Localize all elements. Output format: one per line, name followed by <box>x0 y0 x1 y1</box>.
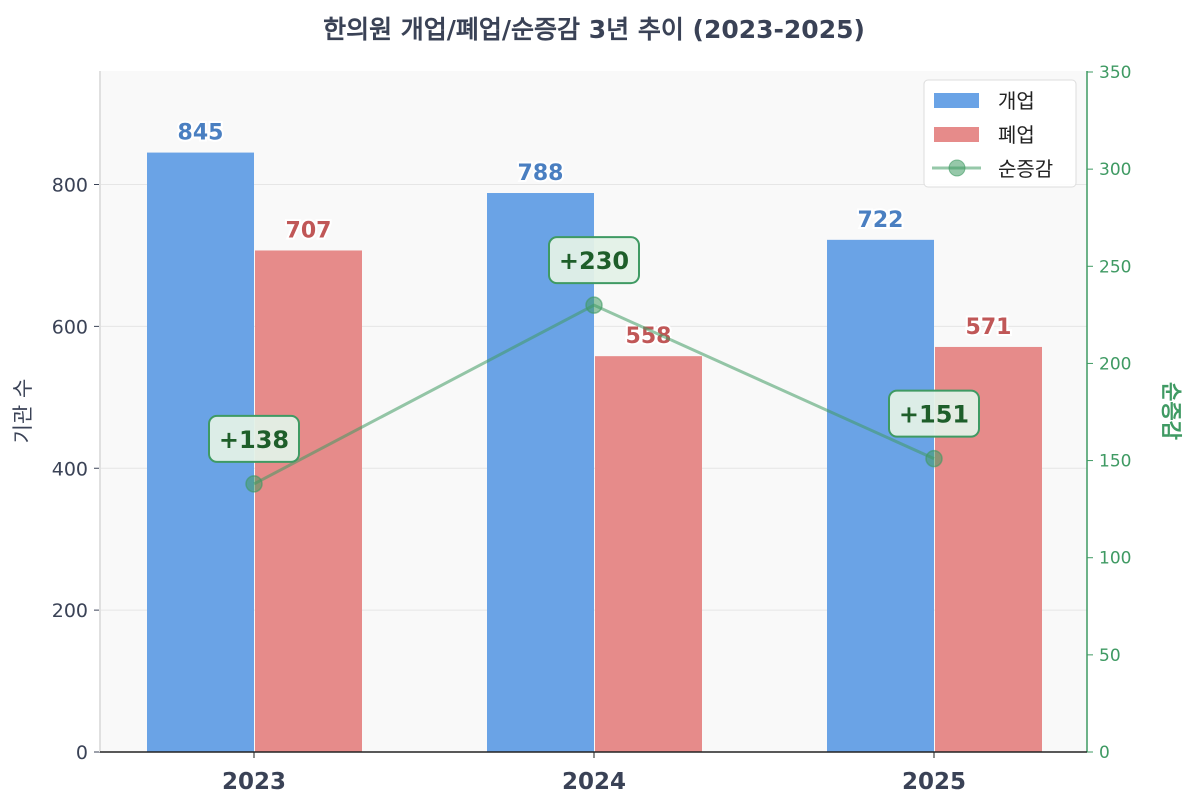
net-change-label-box <box>888 389 980 438</box>
legend: 개업 폐업 순증감 <box>923 79 1077 188</box>
x-tick-label: 2023 <box>222 769 286 795</box>
y-axis-right-label: 순증감 <box>1159 382 1183 440</box>
bar-open <box>487 193 594 752</box>
y-right-tick-label: 150 <box>1099 452 1131 472</box>
bar-value-label: 788 <box>518 161 564 186</box>
y-tick-label: 200 <box>52 600 88 622</box>
legend-label-net: 순증감 <box>998 157 1053 181</box>
bar-value-label: 845 <box>178 121 224 146</box>
net-change-point <box>585 296 603 314</box>
y-right-tick-label: 100 <box>1099 549 1131 569</box>
x-tick-label: 2024 <box>562 769 626 795</box>
bar-value-label: 571 <box>966 315 1012 340</box>
bar-value-label: 707 <box>286 218 332 243</box>
legend-swatch-close <box>934 127 979 142</box>
legend-label-close: 폐업 <box>998 123 1035 147</box>
legend-swatch-open <box>934 93 979 108</box>
bar-value-label: 722 <box>858 208 904 233</box>
y-right-tick-label: 50 <box>1099 646 1121 666</box>
chart-title: 한의원 개업/폐업/순증감 3년 추이 (2023-2025) <box>323 15 865 44</box>
y-tick-label: 400 <box>52 458 88 480</box>
net-change-point <box>925 449 943 468</box>
y-right-tick-label: 300 <box>1099 160 1131 180</box>
y-right-tick-label: 0 <box>1099 743 1110 763</box>
y-right-tick-label: 350 <box>1099 63 1131 83</box>
y-tick-label: 600 <box>52 316 88 338</box>
net-change-label: +151 <box>899 401 969 429</box>
net-change-label: +138 <box>219 426 289 454</box>
bar-close <box>595 356 702 752</box>
bar-close <box>255 250 362 753</box>
y-axis-label: 기관 수 <box>11 379 35 444</box>
y-tick-label: 0 <box>76 742 88 764</box>
y-tick-label: 800 <box>52 175 88 197</box>
legend-marker-net <box>948 159 966 177</box>
y-right-tick-label: 200 <box>1099 354 1131 374</box>
net-change-label-box <box>208 414 300 463</box>
legend-label-open: 개업 <box>998 89 1035 113</box>
x-tick-label: 2025 <box>902 769 966 795</box>
net-change-label-box <box>548 236 640 285</box>
y-right-tick-label: 250 <box>1099 257 1131 277</box>
net-change-label: +230 <box>559 247 629 275</box>
net-change-point <box>245 475 263 493</box>
bar-open <box>827 239 934 753</box>
